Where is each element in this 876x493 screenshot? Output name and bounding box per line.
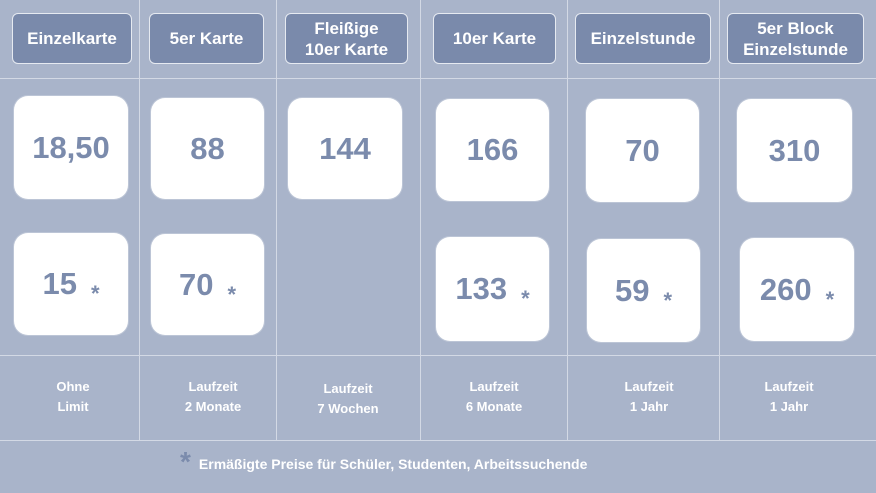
reduced-price-value: 260 bbox=[759, 271, 812, 307]
duration-text: Laufzeit 2 Monate bbox=[184, 379, 242, 414]
price-value: 18,50 bbox=[32, 129, 110, 165]
header-10er-karte: 10er Karte bbox=[433, 13, 556, 64]
asterisk-icon: * bbox=[90, 281, 100, 306]
duration-text: Laufzeit 1 Jahr bbox=[764, 379, 814, 414]
header-5er-block-einzelstunde: 5er Block Einzelstunde bbox=[727, 13, 864, 64]
reduced-price-card: 59 * bbox=[587, 239, 700, 342]
price-value: 88 bbox=[190, 130, 225, 166]
price-value: 144 bbox=[319, 130, 371, 166]
reduced-price-value: 15 bbox=[42, 266, 77, 301]
header-einzelstunde: Einzelstunde bbox=[575, 13, 711, 64]
footnote: * Ermäßigte Preise für Schüler, Studente… bbox=[180, 446, 588, 480]
reduced-price-card: 70 * bbox=[151, 234, 264, 335]
reduced-price-card: 15 * bbox=[14, 233, 128, 335]
price-card: 144 bbox=[288, 98, 402, 199]
divider bbox=[0, 355, 876, 356]
asterisk-icon: * bbox=[521, 286, 530, 311]
footnote-text: Ermäßigte Preise für Schüler, Studenten,… bbox=[198, 456, 588, 472]
price-card: 70 bbox=[586, 99, 699, 202]
divider bbox=[276, 0, 277, 440]
price-value: 166 bbox=[466, 132, 519, 167]
reduced-price-value: 133 bbox=[455, 271, 508, 306]
header-einzelkarte: Einzelkarte bbox=[12, 13, 132, 64]
reduced-price-card: 260 * bbox=[740, 238, 854, 341]
duration-text: Laufzeit 6 Monate bbox=[465, 379, 523, 414]
price-value: 310 bbox=[768, 132, 821, 168]
asterisk-icon: * bbox=[825, 286, 835, 312]
asterisk-icon: * bbox=[663, 287, 673, 313]
duration-text: Laufzeit 1 Jahr bbox=[624, 379, 674, 414]
divider bbox=[719, 0, 720, 440]
divider bbox=[420, 0, 421, 440]
price-card: 18,50 bbox=[14, 96, 128, 199]
reduced-price-value: 59 bbox=[614, 272, 650, 308]
header-fleissige-10er-karte: Fleißige 10er Karte bbox=[285, 13, 408, 64]
divider bbox=[0, 78, 876, 79]
price-card: 88 bbox=[151, 98, 264, 199]
duration-text: Laufzeit 7 Wochen bbox=[317, 381, 379, 416]
divider bbox=[139, 0, 140, 440]
asterisk-icon: * bbox=[227, 281, 237, 307]
reduced-price-card: 133 * bbox=[436, 237, 549, 341]
price-card: 310 bbox=[737, 99, 852, 202]
duration-text: Ohne Limit bbox=[56, 379, 90, 414]
divider bbox=[0, 440, 876, 441]
divider bbox=[567, 0, 568, 440]
header-5er-karte: 5er Karte bbox=[149, 13, 264, 64]
price-value: 70 bbox=[625, 132, 660, 168]
asterisk-icon: * bbox=[180, 446, 191, 477]
price-card: 166 bbox=[436, 99, 549, 201]
reduced-price-value: 70 bbox=[178, 266, 214, 302]
